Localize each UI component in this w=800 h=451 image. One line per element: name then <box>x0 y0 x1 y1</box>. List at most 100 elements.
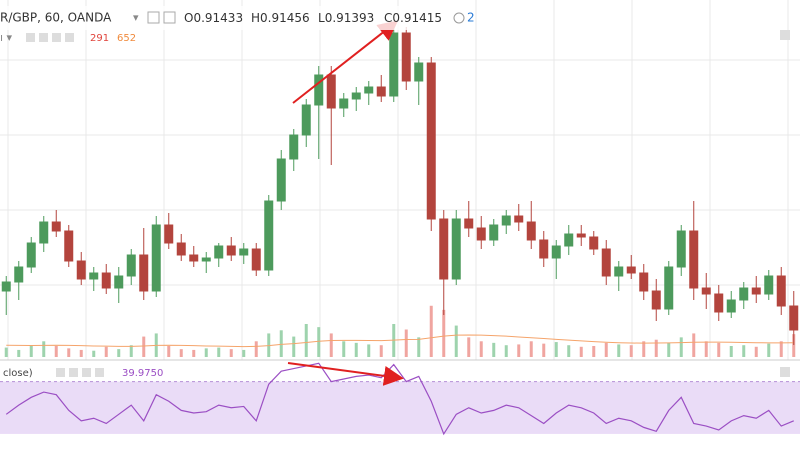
symbol: R/GBP, 60, OANDA <box>0 11 112 25</box>
volume-bar <box>504 345 508 357</box>
volume-bar <box>742 345 746 357</box>
volume-bar <box>129 345 133 357</box>
candle-body <box>626 266 636 274</box>
icon[interactable] <box>52 33 61 42</box>
volume-bar <box>242 349 246 357</box>
volume-bar <box>479 341 483 357</box>
icon[interactable] <box>163 11 176 24</box>
ohlc-value: 0.91393 <box>325 11 375 25</box>
volume-bar <box>104 346 108 357</box>
volume-bar <box>754 346 758 357</box>
candle-body <box>401 32 411 82</box>
volume-bar <box>617 344 621 357</box>
volume-bar <box>517 344 521 357</box>
candle-body <box>151 224 161 292</box>
candle-body <box>301 104 311 136</box>
legend: R/GBP, 60, OANDA ▾ O0.91433 H0.91456 L0.… <box>0 6 790 379</box>
candle-body <box>676 230 686 268</box>
candle-body <box>501 215 511 226</box>
icon[interactable] <box>26 33 35 42</box>
candle-body <box>351 92 361 100</box>
ohlc: C0.91415 <box>384 11 442 25</box>
volume-value: 291 <box>90 33 109 44</box>
volume-bar <box>354 342 358 357</box>
volume-bar <box>654 339 658 357</box>
candle-body <box>451 218 461 280</box>
volume-bar <box>229 349 233 357</box>
volume-bar <box>254 341 258 357</box>
volume-bar <box>642 341 646 357</box>
candle-body <box>689 230 699 289</box>
ohlc-label: O <box>184 11 193 25</box>
volume-bar <box>779 341 783 357</box>
volume-bar <box>717 342 721 357</box>
ohlc-value: 0.91456 <box>260 11 310 25</box>
volume-bar <box>442 309 446 357</box>
volume-bar <box>542 343 546 357</box>
candle-body <box>226 245 236 256</box>
volume-bar <box>579 346 583 357</box>
volume-ma-line <box>6 334 794 348</box>
candle-body <box>276 158 286 202</box>
legend-bg <box>0 6 470 30</box>
candle-body <box>289 134 299 160</box>
candle-body <box>89 272 99 280</box>
icon[interactable] <box>147 11 160 24</box>
rsi-band <box>0 381 800 434</box>
candle-body <box>664 266 674 310</box>
volume-bar <box>217 347 221 357</box>
candle-body <box>601 248 611 277</box>
candle-body <box>789 305 799 331</box>
ohlc-label: H <box>251 11 260 25</box>
candle-body <box>739 287 749 301</box>
pane-button[interactable] <box>780 30 790 40</box>
icon[interactable] <box>69 368 78 377</box>
candle-body <box>564 233 574 247</box>
volume-bar <box>492 342 496 357</box>
volume-ma-value: 652 <box>117 33 136 44</box>
ohlc-label: L <box>318 11 325 25</box>
volume-bar <box>379 345 383 357</box>
candle-body <box>239 248 249 256</box>
candle-body <box>64 230 74 262</box>
candle-body <box>264 200 274 271</box>
volume-bar <box>554 342 558 357</box>
volume-bar <box>417 337 421 357</box>
candle-body <box>701 287 711 295</box>
alert-icon[interactable] <box>453 12 465 24</box>
volume-bar <box>304 324 308 357</box>
volume-bar <box>404 329 408 357</box>
candle-body <box>26 242 36 268</box>
pane-button[interactable] <box>780 367 790 377</box>
volume-bar <box>292 336 296 357</box>
volume-bar <box>167 346 171 357</box>
volume-bar <box>204 348 208 357</box>
volume <box>4 305 796 357</box>
candle-body <box>614 266 624 277</box>
icon[interactable] <box>65 33 74 42</box>
grid <box>0 0 800 360</box>
candle-body <box>514 215 524 223</box>
volume-bar <box>92 350 96 357</box>
volume-bar <box>192 349 196 357</box>
icon[interactable] <box>95 368 104 377</box>
volume-bar <box>279 330 283 357</box>
candle-body <box>589 236 599 250</box>
rsi-value: 39.9750 <box>122 368 163 379</box>
candles <box>1 27 799 345</box>
candle-body <box>176 242 186 256</box>
dropdown[interactable]: ▾ <box>133 11 139 24</box>
icon[interactable] <box>82 368 91 377</box>
candle-body <box>751 287 761 295</box>
candle-body <box>776 275 786 307</box>
candle-body <box>376 86 386 97</box>
icon[interactable] <box>56 368 65 377</box>
volume-bar <box>117 349 121 357</box>
candle-body <box>339 98 349 109</box>
volume-bar <box>704 341 708 357</box>
volume-bar <box>179 349 183 357</box>
volume-bar <box>67 348 71 357</box>
candle-body <box>551 245 561 259</box>
icon[interactable] <box>39 33 48 42</box>
candle-body <box>101 272 111 289</box>
